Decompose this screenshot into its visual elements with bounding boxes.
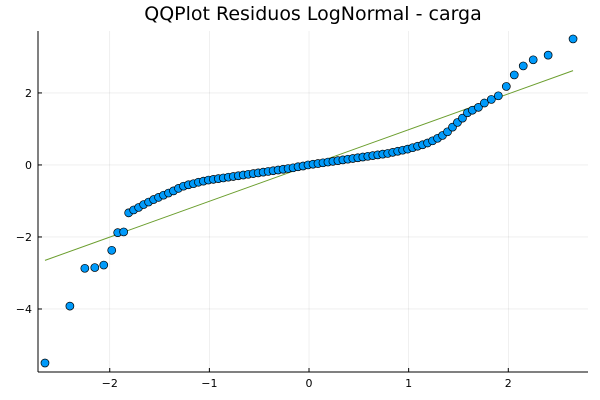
qq-point xyxy=(543,50,553,60)
x-tick-label: −2 xyxy=(102,377,118,390)
qq-point xyxy=(528,55,538,65)
y-tick-label: −4 xyxy=(16,303,32,316)
qq-point xyxy=(80,263,90,273)
x-tick-label: −1 xyxy=(201,377,217,390)
x-tick-label: 1 xyxy=(405,377,412,390)
qq-point xyxy=(487,95,496,104)
qq-point xyxy=(480,98,489,108)
qq-point xyxy=(65,301,75,311)
qq-point xyxy=(518,61,528,71)
ticks-layer: −2 −1 0 1 2 −4 −2 0 2 xyxy=(16,87,512,390)
grid-layer xyxy=(38,31,588,372)
qq-point xyxy=(107,245,117,255)
qq-point xyxy=(90,263,100,272)
series-layer xyxy=(40,34,578,368)
axes-layer xyxy=(37,31,588,373)
qq-point xyxy=(40,358,50,368)
y-tick-label: 0 xyxy=(25,159,32,172)
qq-point xyxy=(509,70,519,80)
qq-point xyxy=(99,260,109,270)
y-tick-label: 2 xyxy=(25,87,32,100)
y-tick-label: −2 xyxy=(16,231,32,244)
qq-point xyxy=(119,227,129,237)
qq-point xyxy=(568,34,578,44)
qq-point xyxy=(474,102,483,112)
qq-point xyxy=(458,113,467,123)
qq-point xyxy=(493,91,503,101)
x-tick-label: 2 xyxy=(505,377,512,390)
qq-point xyxy=(501,82,511,91)
x-tick-label: 0 xyxy=(306,377,313,390)
chart-title: QQPlot Residuos LogNormal - carga xyxy=(144,3,482,25)
